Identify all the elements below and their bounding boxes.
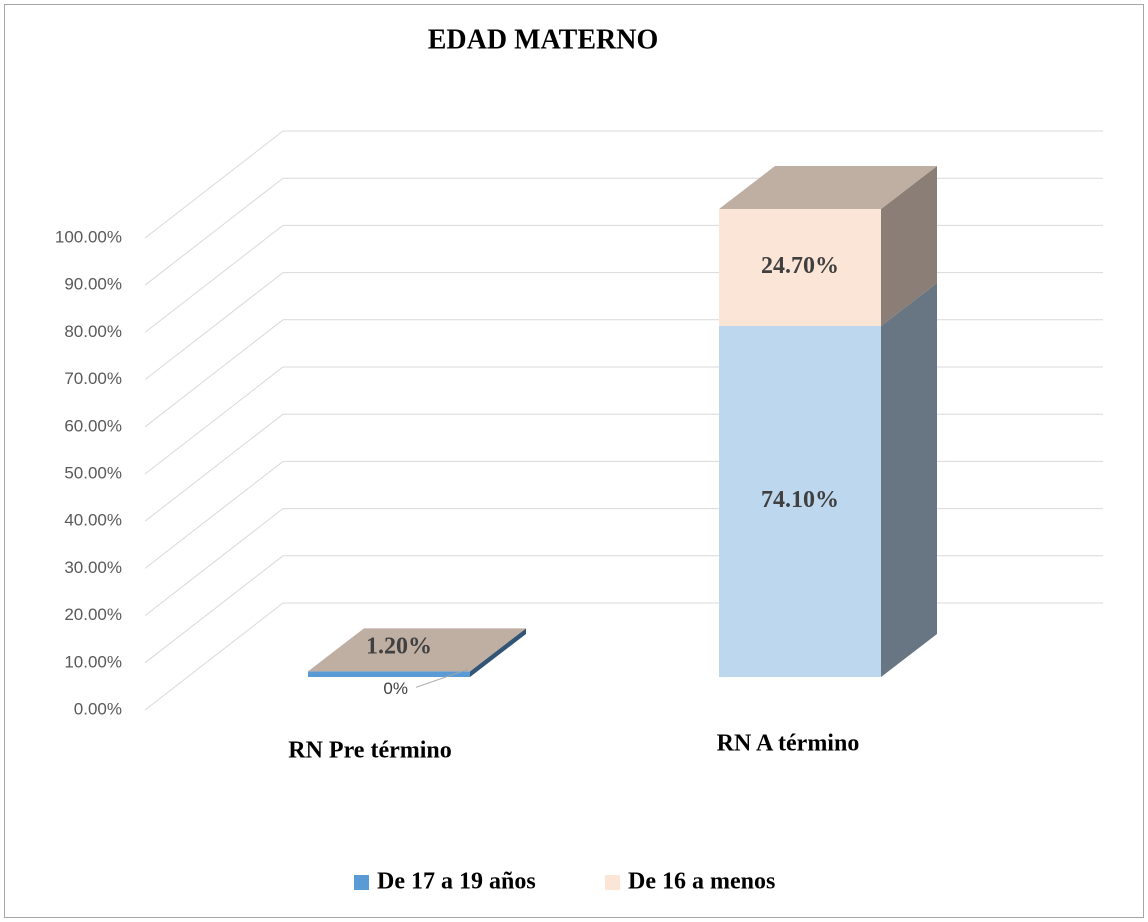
data-label: 0% [383,679,408,698]
data-label: 74.10% [761,487,839,513]
y-tick-label: 40.00% [64,511,122,530]
grid-line [144,130,1103,239]
bar-side [881,282,937,677]
y-tick-label: 20.00% [64,605,122,624]
bar-top [308,628,526,672]
bar-side [470,628,526,677]
y-tick-label: 50.00% [64,463,122,482]
data-label: 24.70% [761,253,839,279]
y-tick-label: 70.00% [64,369,122,388]
legend-swatch [354,875,369,890]
leader-line [415,668,469,688]
bar-segment [308,671,470,677]
bar-segment [719,325,881,677]
bar-top [719,165,937,209]
bar-side [881,165,937,326]
y-tick-label: 100.00% [55,227,122,246]
x-tick-label: RN A término [717,731,860,757]
y-tick-label: 90.00% [64,275,122,294]
y-tick-label: 10.00% [64,652,122,671]
y-tick-label: 30.00% [64,558,122,577]
legend-label: De 16 a menos [628,869,775,895]
x-tick-label: RN Pre término [288,738,452,764]
chart-title: EDAD MATERNO [428,24,658,55]
legend-label: De 17 a 19 años [377,869,536,895]
y-tick-label: 60.00% [64,416,122,435]
data-label: 1.20% [366,633,432,659]
y-tick-label: 80.00% [64,322,122,341]
bar-segment [719,208,881,326]
legend-swatch [605,875,620,890]
y-tick-label: 0.00% [74,699,122,718]
